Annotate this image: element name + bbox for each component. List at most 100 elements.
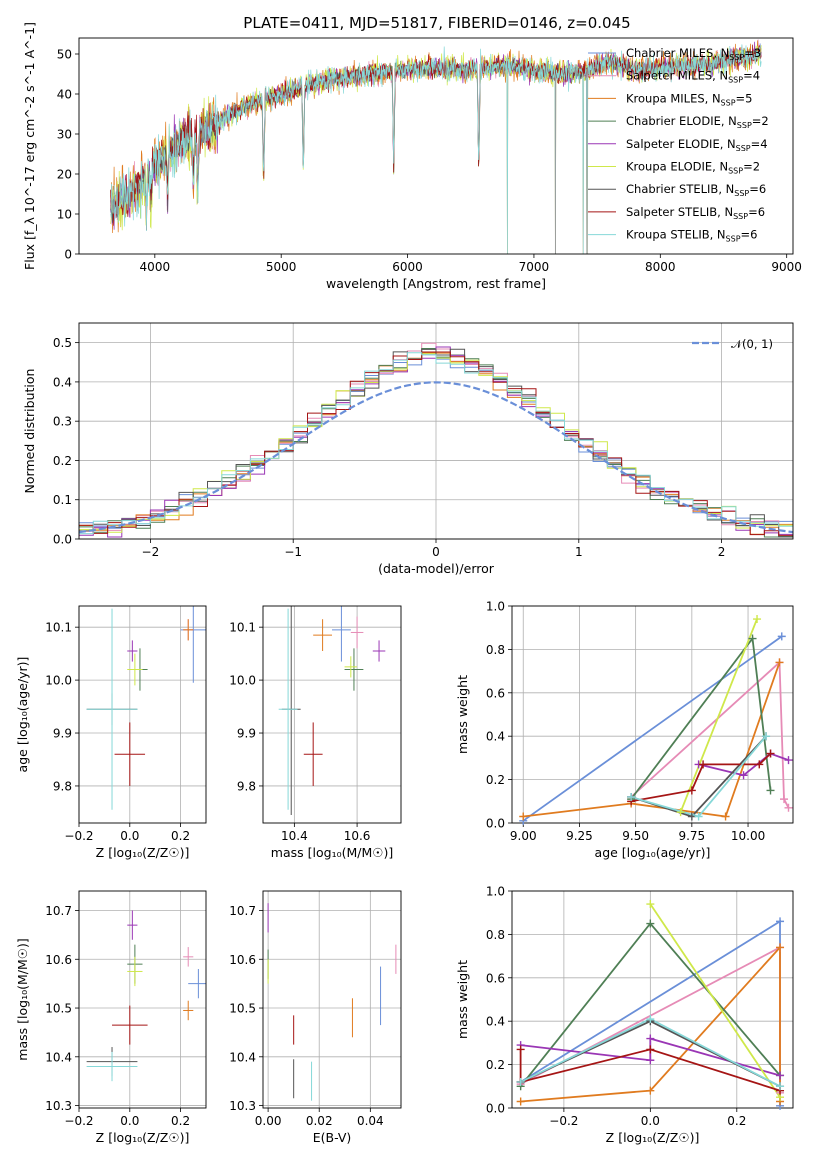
spectrum-xtick-label: 4000 xyxy=(140,260,171,274)
residual-hist-kroupa-stelib xyxy=(79,352,793,536)
spectrum-frame xyxy=(78,37,794,255)
legend-sub: SSP xyxy=(734,189,749,198)
legend-entry: Kroupa STELIB, NSSP=6 xyxy=(626,228,757,244)
mass-weight-vs-Z-xtick-label: −0.2 xyxy=(549,1114,578,1128)
spectrum-ytick-label: 10 xyxy=(57,208,72,222)
mass-weight-vs-age-series-line xyxy=(630,636,772,800)
mass-weight-vs-age-point-marker xyxy=(766,749,775,758)
mass-weight-vs-Z-point-marker xyxy=(516,1077,525,1086)
mass-weight-vs-age-point-marker xyxy=(775,658,784,667)
age-vs-mass-xtick-label: 10.6 xyxy=(344,829,371,843)
mass-weight-vs-age-point-marker xyxy=(627,792,636,801)
legend-name: Salpeter STELIB, N xyxy=(626,205,733,219)
mass-vs-Z-ytick-label: 10.5 xyxy=(45,1002,72,1016)
legend-n: =4 xyxy=(751,137,768,151)
residuals-xtick-label: 2 xyxy=(718,545,726,559)
mass-vs-EBV-ytick-label: 10.6 xyxy=(229,953,256,967)
mass-weight-vs-Z-ylabel: mass weight xyxy=(455,960,470,1039)
legend-entry: Salpeter STELIB, NSSP=6 xyxy=(626,205,765,221)
mass-weight-vs-age-xtick-label: 9.00 xyxy=(510,829,537,843)
mass-vs-EBV-plot-area xyxy=(267,903,397,1101)
residuals-xtick-label: −2 xyxy=(142,545,160,559)
mass-vs-EBV-xtick-label: 0.04 xyxy=(357,1114,384,1128)
legend-n: =6 xyxy=(749,182,766,196)
mass-weight-vs-Z-ytick-label: 0.4 xyxy=(486,1015,505,1029)
mass-weight-vs-age-ytick-label: 0.2 xyxy=(486,773,505,787)
mass-weight-vs-age-series-line xyxy=(679,618,758,813)
residuals-frame xyxy=(78,322,794,540)
age-vs-Z-ytick-label: 9.9 xyxy=(53,727,72,741)
mass-weight-vs-Z-frame xyxy=(511,890,794,1109)
mass-weight-vs-age-point-marker xyxy=(780,795,789,804)
legend-name: Salpeter ELODIE, N xyxy=(626,137,736,151)
mass-weight-vs-age-point-marker xyxy=(784,756,793,765)
mass-weight-vs-age-plot-area xyxy=(522,618,790,822)
spectrum-xlabel: wavelength [Angstrom, rest frame] xyxy=(326,276,546,291)
gaussian-curve xyxy=(79,381,793,534)
spectrum-line-kroupa-stelib xyxy=(110,44,762,254)
legend-sub: SSP xyxy=(728,167,743,176)
mass-weight-vs-age-point-marker xyxy=(676,808,685,817)
legend-name: Chabrier STELIB, N xyxy=(626,182,734,196)
legend-sub: SSP xyxy=(729,53,744,62)
legend-sub: SSP xyxy=(728,76,743,85)
age-vs-Z-xtick-label: 0.2 xyxy=(171,829,190,843)
mass-weight-vs-Z-series-line xyxy=(649,903,781,1098)
mass-weight-vs-Z-point-marker xyxy=(646,1015,655,1024)
residuals-xtick-label: 0 xyxy=(432,545,440,559)
spectrum-ytick-label: 50 xyxy=(57,48,72,62)
legend-entry: Kroupa ELODIE, NSSP=2 xyxy=(626,160,760,176)
legend-name: Chabrier ELODIE, N xyxy=(626,114,737,128)
mass-weight-vs-age-xtick-label: 9.50 xyxy=(622,829,649,843)
spectrum-xtick-label: 5000 xyxy=(266,260,297,274)
mass-weight-vs-Z-point-marker xyxy=(516,1045,525,1054)
mass-vs-Z-ytick-label: 10.6 xyxy=(45,953,72,967)
residuals-ytick-label: 0.1 xyxy=(53,493,72,507)
mass-weight-vs-Z-series-line xyxy=(520,945,781,1103)
age-vs-mass-xlabel: mass [log₁₀(M/M☉)] xyxy=(271,845,393,860)
legend-sub: SSP xyxy=(733,212,748,221)
legend-name: Kroupa MILES, N xyxy=(626,91,721,105)
age-vs-mass-plot-area xyxy=(278,606,386,816)
mass-weight-vs-age-point-marker xyxy=(762,732,771,741)
mass-weight-vs-age-point-marker xyxy=(753,615,762,624)
residuals-ytick-label: 0.0 xyxy=(53,533,72,547)
age-vs-Z-ytick-label: 9.8 xyxy=(53,779,72,793)
age-vs-mass-frame xyxy=(262,605,402,824)
mass-weight-vs-Z-point-marker xyxy=(646,1034,655,1043)
legend-name: Kroupa ELODIE, N xyxy=(626,160,728,174)
mass-vs-Z-xlabel: Z [log₁₀(Z/Z☉)] xyxy=(96,1130,190,1145)
residuals-axes: −2 −1 0 1 2 0.0 0.1 0.2 0.3 0.4 0.5 (data-model)/er… xyxy=(22,322,794,576)
mass-vs-Z-ylabel: mass [log₁₀(M/M☉)] xyxy=(15,938,30,1060)
mass-vs-EBV-frame xyxy=(262,890,402,1109)
spectrum-ytick-label: 20 xyxy=(57,168,72,182)
spectrum-ytick-label: 30 xyxy=(57,128,72,142)
residuals-ytick-label: 0.5 xyxy=(53,336,72,350)
legend-name: Kroupa STELIB, N xyxy=(626,228,726,242)
mass-weight-vs-age-point-marker xyxy=(766,786,775,795)
legend-sub: SSP xyxy=(726,235,741,244)
mass-weight-vs-age-point-marker xyxy=(687,786,696,795)
legend-entry: Salpeter MILES, NSSP=4 xyxy=(626,69,760,85)
mass-weight-vs-Z-ytick-label: 0.0 xyxy=(486,1102,505,1116)
mass-vs-Z-ytick-label: 10.4 xyxy=(45,1050,72,1064)
mass-weight-vs-age-ytick-label: 1.0 xyxy=(486,600,505,614)
mass-weight-vs-Z-xtick-label: 0.0 xyxy=(641,1114,660,1128)
figure-title: PLATE=0411, MJD=51817, FIBERID=0146, z=0… xyxy=(243,14,630,32)
age-vs-Z-xtick-label: 0.0 xyxy=(120,829,139,843)
mass-weight-vs-age-point-marker xyxy=(739,771,748,780)
mass-weight-vs-Z-point-marker xyxy=(776,943,785,952)
gaussian-legend-label: 𝒩(0, 1) xyxy=(731,337,773,351)
legend-sub: SSP xyxy=(721,98,736,107)
mass-weight-vs-age-ylabel: mass weight xyxy=(455,675,470,754)
mass-weight-vs-age-point-marker xyxy=(694,812,703,821)
mass-weight-vs-age-xtick-label: 9.75 xyxy=(678,829,705,843)
mass-weight-vs-Z-series-line xyxy=(519,1048,781,1092)
mass-weight-vs-Z-ytick-label: 0.8 xyxy=(486,928,505,942)
legend-entry: Chabrier STELIB, NSSP=6 xyxy=(626,182,766,198)
mass-weight-vs-age-point-marker xyxy=(699,760,708,769)
age-vs-Z-ytick-label: 10.1 xyxy=(45,621,72,635)
mass-weight-vs-age-point-marker xyxy=(777,632,786,641)
mass-vs-EBV-ytick-label: 10.3 xyxy=(229,1099,256,1113)
spectrum-ytick-label: 0 xyxy=(64,248,72,262)
